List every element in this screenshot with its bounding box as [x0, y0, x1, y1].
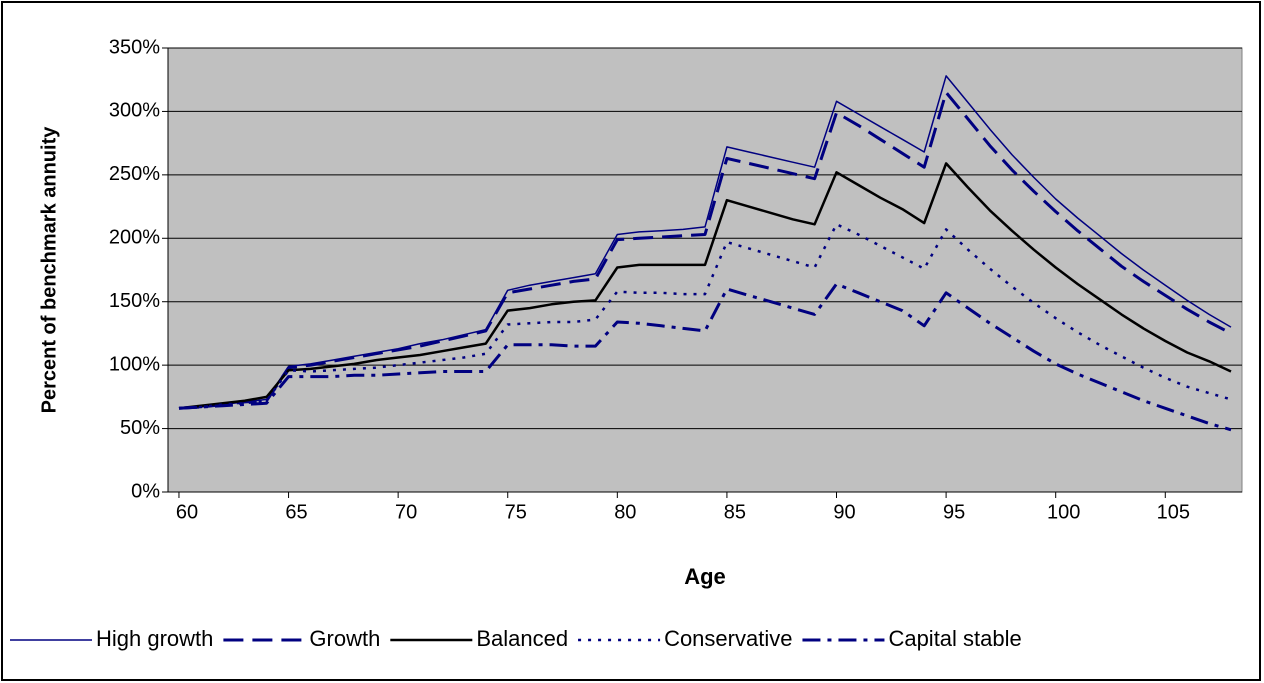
x-tick-label: 105: [1157, 501, 1190, 523]
x-tick-label: 95: [943, 501, 965, 523]
y-tick-label: 50%: [120, 417, 160, 439]
series-line: [178, 162, 1232, 410]
legend-label: Balanced: [476, 626, 568, 651]
legend-label: Growth: [309, 626, 380, 651]
series-line: [178, 75, 1232, 410]
x-tick-label: 75: [505, 501, 527, 523]
y-tick-label: 350%: [109, 36, 160, 58]
x-tick-label: 60: [176, 501, 198, 523]
legend-label: High growth: [96, 626, 213, 651]
series-line: [178, 223, 1232, 410]
y-tick-label: 250%: [109, 163, 160, 185]
x-axis-title: Age: [684, 564, 726, 589]
y-tick-label: 300%: [109, 100, 160, 122]
x-tick-label: 70: [395, 501, 417, 523]
y-tick-label: 150%: [109, 290, 160, 312]
legend-label: Capital stable: [888, 626, 1021, 651]
x-tick-label: 80: [614, 501, 636, 523]
y-tick-label: 100%: [109, 353, 160, 375]
series-line: [178, 282, 1232, 432]
x-tick-label: 100: [1047, 501, 1080, 523]
y-tick-label: 200%: [109, 227, 160, 249]
x-tick-label: 90: [833, 501, 855, 523]
x-tick-label: 85: [724, 501, 746, 523]
x-tick-label: 65: [285, 501, 307, 523]
plot-area: [167, 47, 1243, 493]
series-line: [178, 90, 1232, 410]
y-tick-label: 0%: [131, 480, 160, 502]
y-axis-title: Percent of benchmark annuity: [38, 126, 60, 414]
legend-label: Conservative: [664, 626, 792, 651]
